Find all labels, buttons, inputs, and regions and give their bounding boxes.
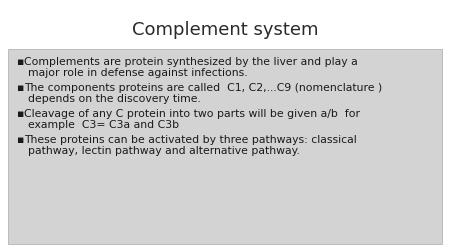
Text: ▪: ▪ (16, 57, 23, 67)
FancyBboxPatch shape (8, 50, 442, 244)
Text: ▪: ▪ (16, 109, 23, 118)
Text: depends on the discovery time.: depends on the discovery time. (28, 94, 201, 104)
Text: ▪: ▪ (16, 135, 23, 144)
Text: pathway, lectin pathway and alternative pathway.: pathway, lectin pathway and alternative … (28, 146, 300, 156)
Text: major role in defense against infections.: major role in defense against infections… (28, 68, 248, 78)
Text: ▪: ▪ (16, 83, 23, 93)
Text: Cleavage of any C protein into two parts will be given a/b  for: Cleavage of any C protein into two parts… (24, 109, 360, 118)
Text: Complement system: Complement system (132, 21, 318, 39)
Text: The components proteins are called  C1, C2,...C9 (nomenclature ): The components proteins are called C1, C… (24, 83, 382, 93)
Text: example  C3= C3a and C3b: example C3= C3a and C3b (28, 120, 179, 130)
Text: These proteins can be activated by three pathways: classical: These proteins can be activated by three… (24, 135, 357, 144)
Text: Complements are protein synthesized by the liver and play a: Complements are protein synthesized by t… (24, 57, 358, 67)
